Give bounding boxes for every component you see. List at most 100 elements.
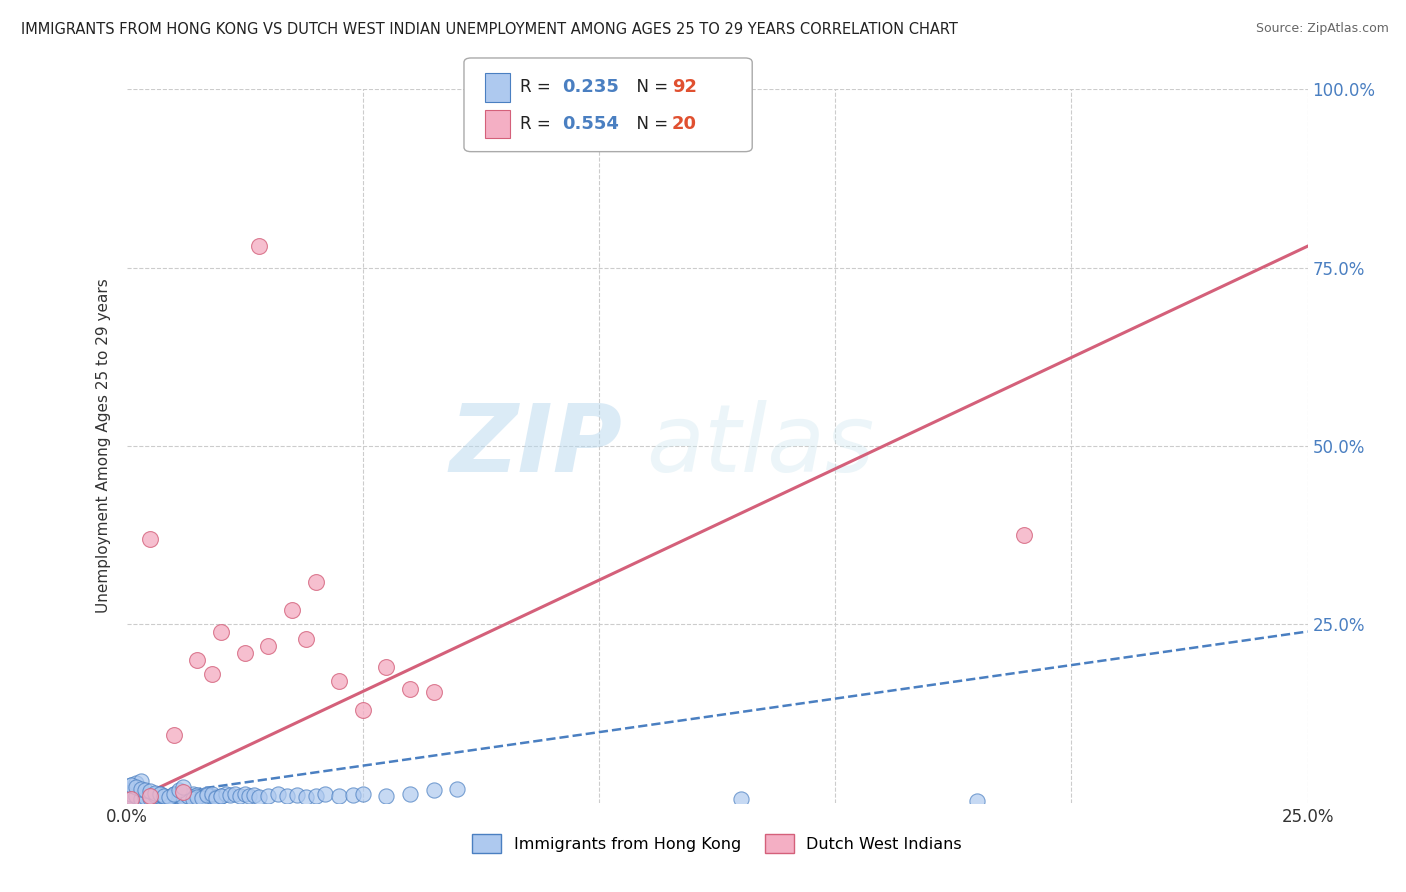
Text: 92: 92 [672,78,697,96]
Point [205,790,228,805]
Point [172,790,194,805]
Point [143,787,166,801]
Text: atlas: atlas [647,401,875,491]
Point [247,239,270,253]
Point [153,790,176,805]
Point [139,784,162,798]
Point [120,792,142,806]
Point [209,789,232,803]
Point [139,789,162,803]
Point [730,792,752,806]
Point [163,787,186,801]
Text: ZIP: ZIP [450,400,623,492]
Point [157,790,180,805]
Point [120,787,142,801]
Point [295,632,318,646]
Point [342,788,364,802]
Point [186,653,208,667]
Point [314,787,336,801]
Point [172,785,194,799]
Point [125,789,148,803]
Point [276,789,298,804]
Point [186,788,208,802]
Point [153,789,176,803]
Point [177,789,200,803]
Point [422,783,444,797]
Point [195,787,218,801]
Point [129,791,152,805]
Point [375,789,398,803]
Point [157,791,180,805]
Point [120,789,142,804]
Point [134,788,156,802]
Point [243,788,266,802]
Y-axis label: Unemployment Among Ages 25 to 29 years: Unemployment Among Ages 25 to 29 years [96,278,111,614]
Point [139,789,162,803]
Point [120,778,142,792]
Point [172,780,194,794]
Legend: Immigrants from Hong Kong, Dutch West Indians: Immigrants from Hong Kong, Dutch West In… [465,828,969,859]
Text: R =: R = [520,115,557,133]
Point [125,787,148,801]
Text: N =: N = [626,78,673,96]
Point [304,789,326,803]
Point [257,789,280,803]
Point [200,667,222,681]
Point [205,790,228,805]
Point [153,789,176,803]
Point [181,791,204,805]
Point [157,790,180,805]
Point [229,789,252,803]
Point [267,787,290,801]
Point [422,685,444,699]
Point [375,660,398,674]
Point [304,574,326,589]
Point [177,789,200,804]
Point [281,603,304,617]
Point [966,794,988,808]
Point [129,790,152,805]
Point [125,776,148,790]
Point [224,787,246,801]
Point [134,787,156,801]
Point [399,787,422,801]
Point [120,792,142,806]
Point [167,789,190,804]
Point [143,786,166,800]
Point [149,789,172,804]
Point [247,790,270,805]
Point [446,781,468,796]
Point [139,790,162,805]
Point [186,790,208,805]
Point [1012,528,1035,542]
Text: N =: N = [626,115,673,133]
Point [219,788,242,802]
Point [125,790,148,805]
Text: 0.554: 0.554 [562,115,619,133]
Point [285,788,308,802]
Point [200,789,222,804]
Point [134,783,156,797]
Point [200,787,222,801]
Text: 0.235: 0.235 [562,78,619,96]
Point [134,790,156,805]
Point [167,787,190,801]
Point [129,789,152,803]
Point [163,728,186,742]
Text: 20: 20 [672,115,697,133]
Point [172,790,194,805]
Point [352,787,374,801]
Point [399,681,422,696]
Point [129,774,152,789]
Point [295,790,318,805]
Point [328,789,350,804]
Point [181,787,204,801]
Text: IMMIGRANTS FROM HONG KONG VS DUTCH WEST INDIAN UNEMPLOYMENT AMONG AGES 25 TO 29 : IMMIGRANTS FROM HONG KONG VS DUTCH WEST … [21,22,957,37]
Point [328,674,350,689]
Point [257,639,280,653]
Point [139,532,162,546]
Point [125,789,148,804]
Point [143,788,166,802]
Point [134,790,156,805]
Point [125,791,148,805]
